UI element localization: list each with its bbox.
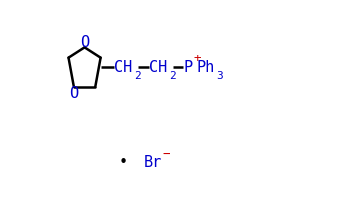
- Text: 2: 2: [169, 71, 176, 81]
- Text: CH: CH: [149, 60, 167, 75]
- Text: O: O: [80, 35, 89, 50]
- Text: P: P: [184, 60, 193, 75]
- Text: +: +: [194, 52, 201, 65]
- Text: •: •: [119, 155, 128, 170]
- Text: −: −: [162, 148, 170, 161]
- Text: 3: 3: [216, 71, 223, 81]
- Text: 2: 2: [134, 71, 141, 81]
- Text: CH: CH: [114, 60, 132, 75]
- Text: Br: Br: [144, 155, 162, 170]
- Text: Ph: Ph: [197, 60, 215, 75]
- Text: O: O: [69, 86, 78, 101]
